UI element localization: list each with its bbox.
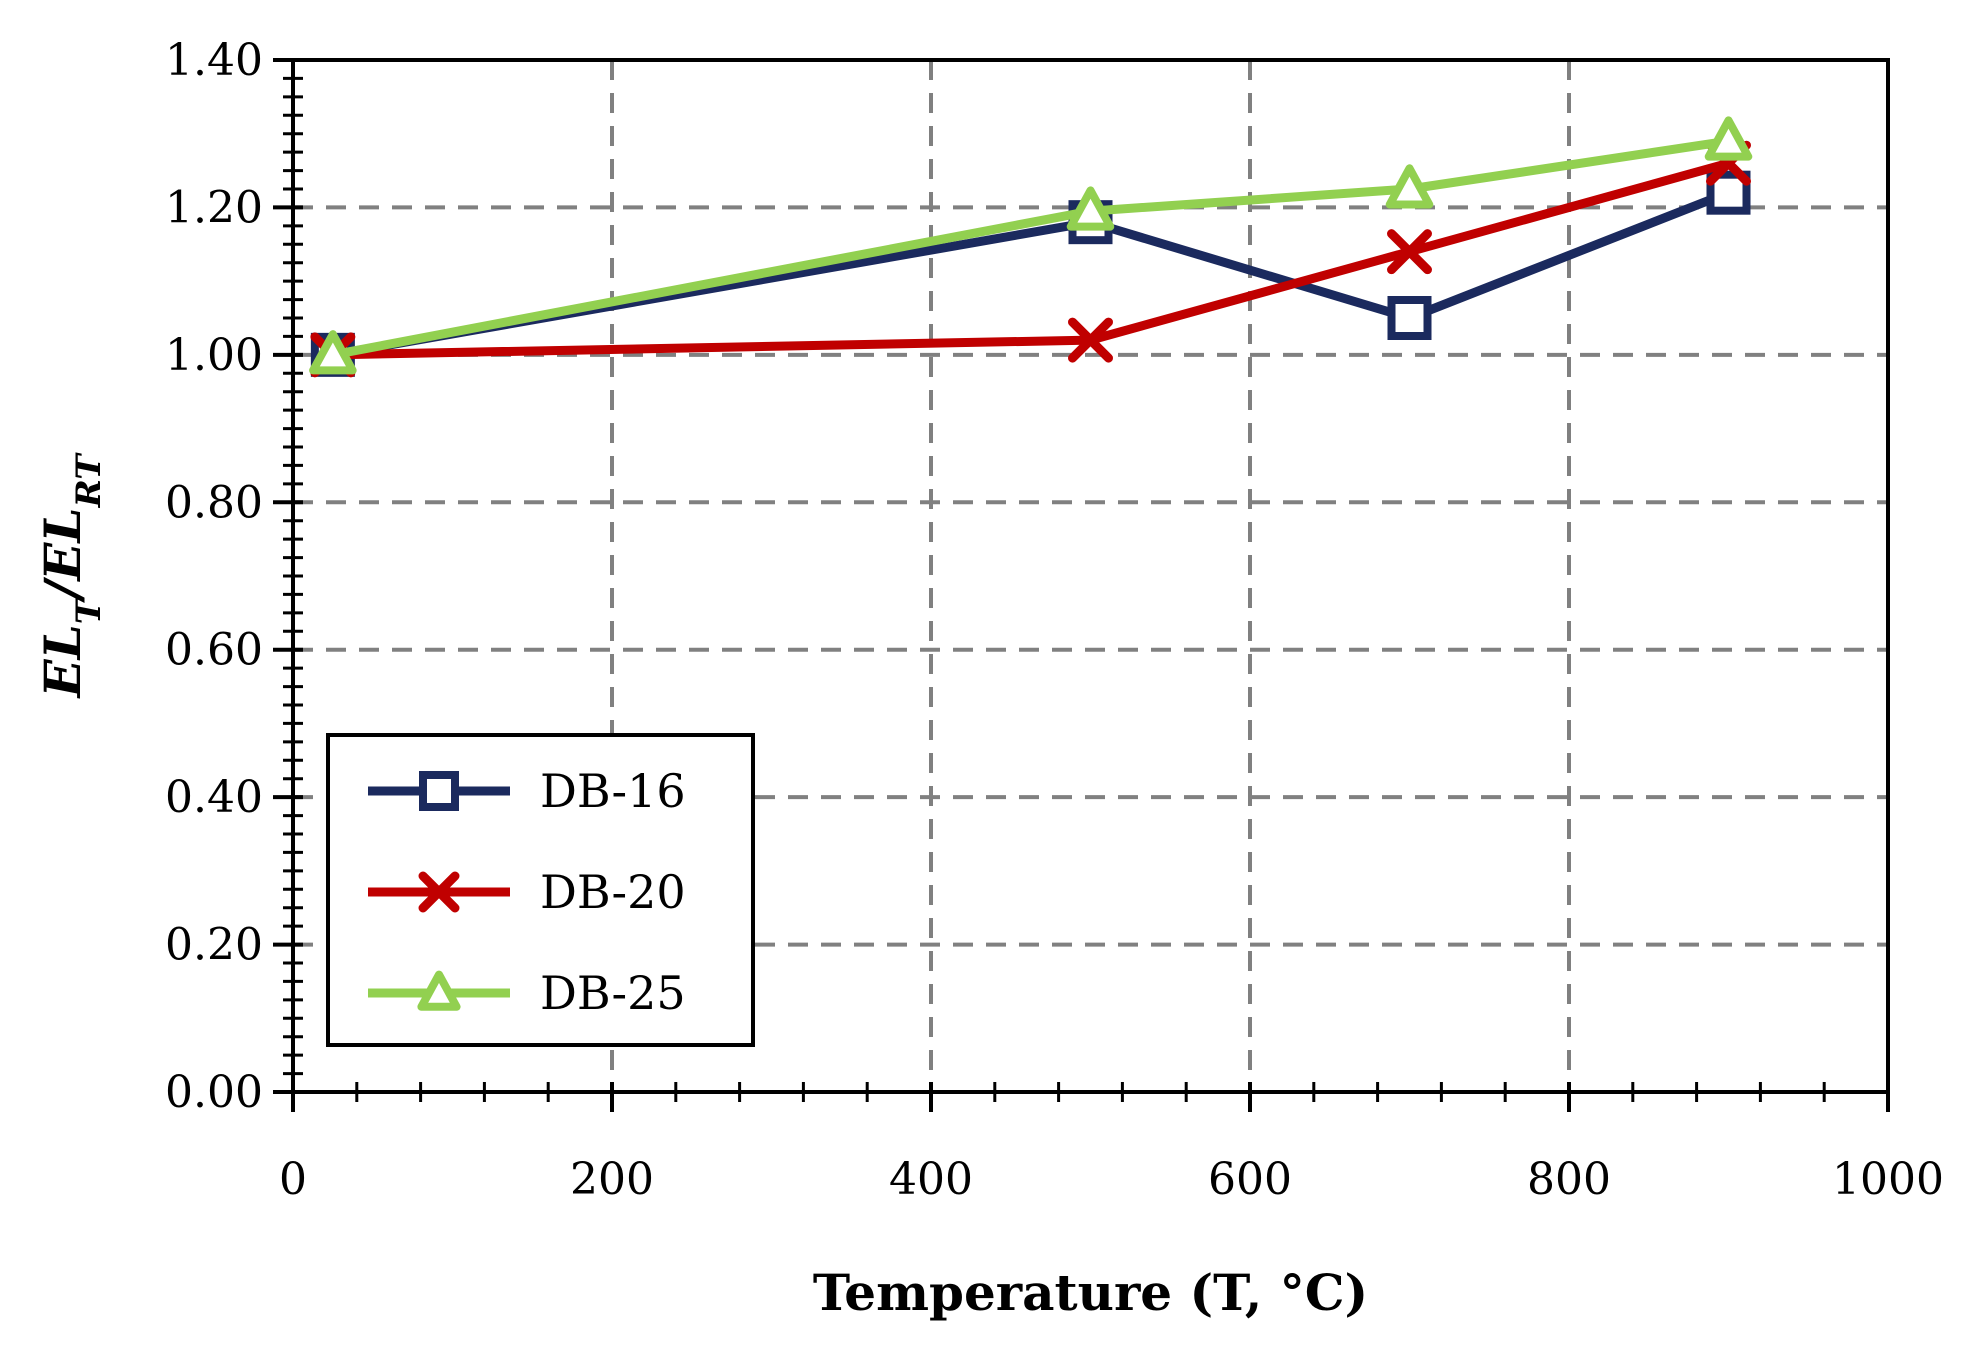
x-tick-label: 1000 — [1832, 1154, 1944, 1205]
y-tick-label: 0.80 — [165, 477, 263, 528]
triangle-marker — [1066, 186, 1115, 231]
legend-item-db-25: DB-25 — [368, 966, 686, 1020]
square-marker — [419, 771, 459, 811]
data-series — [309, 116, 1753, 378]
legend-label: DB-25 — [540, 966, 686, 1020]
series-line — [332, 188, 1731, 360]
y-axis-title: ELT/ELRT — [33, 452, 109, 700]
series-line — [332, 158, 1730, 360]
x-tick-label: 600 — [1208, 1154, 1292, 1205]
square-marker — [1387, 296, 1432, 340]
y-tick-label: 1.00 — [165, 330, 263, 381]
legend-label: DB-20 — [540, 865, 686, 919]
y-tick-label: 0.40 — [165, 772, 263, 823]
legend-label: DB-16 — [540, 764, 686, 818]
y-tick-label: 1.40 — [165, 35, 263, 86]
triangle-marker — [309, 330, 357, 375]
axes: 0.00 0.20 0.40 0.60 0.80 1.00 1.20 1.40 0 200 400 6… — [165, 35, 1944, 1205]
triangle-marker — [417, 970, 461, 1011]
triangle-marker — [1385, 164, 1434, 209]
y-tick-label: 0.00 — [165, 1067, 263, 1118]
y-tick-label: 1.20 — [165, 182, 263, 233]
series-line — [332, 136, 1730, 360]
x-tick-label: 400 — [889, 1154, 973, 1205]
series-db-20 — [310, 140, 1751, 378]
legend-item-db-16: DB-16 — [368, 764, 686, 818]
x-marker — [1068, 317, 1113, 363]
x-marker — [1387, 229, 1432, 275]
series-db-25 — [309, 116, 1753, 375]
x-marker — [418, 871, 460, 913]
triangle-marker — [1704, 116, 1753, 161]
legend-item-db-20: DB-20 — [368, 865, 686, 919]
x-tick-label: 0 — [279, 1154, 307, 1205]
legend: DB-16 DB-20 DB-25 — [326, 733, 755, 1047]
y-tick-label: 0.20 — [165, 920, 263, 971]
x-tick-label: 800 — [1527, 1154, 1611, 1205]
x-tick-label: 200 — [570, 1154, 654, 1205]
y-tick-label: 0.60 — [165, 625, 263, 676]
x-axis-title: Temperature (T, °C) — [813, 1263, 1368, 1322]
